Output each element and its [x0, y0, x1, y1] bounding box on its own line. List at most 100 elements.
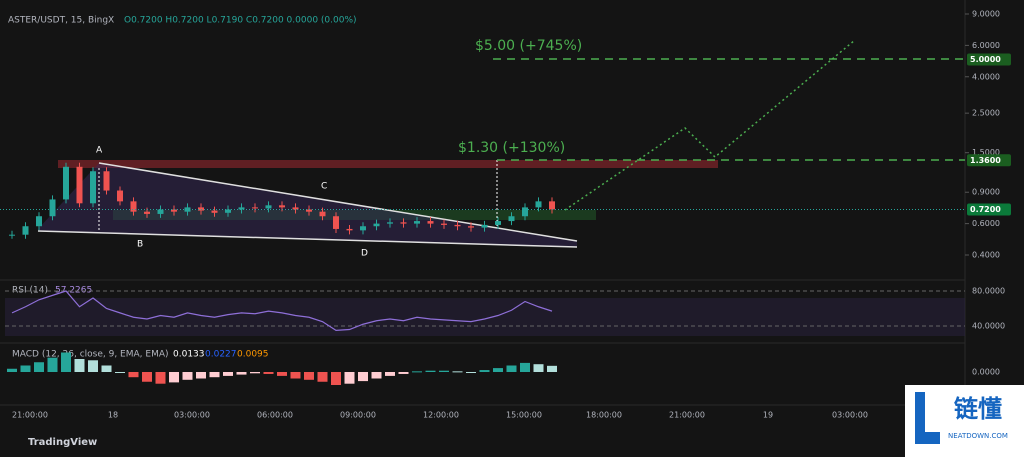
- candle: [171, 209, 177, 212]
- point-label: B: [137, 240, 143, 250]
- brand: TradingView: [28, 437, 97, 448]
- price-label: 0.4000: [972, 251, 1000, 260]
- projection-path: [564, 39, 856, 211]
- price-label: 2.5000: [972, 109, 1000, 118]
- target-label: $5.00 (+745%): [475, 38, 582, 54]
- resistance-zone: [58, 160, 718, 168]
- rsi-value: 57.2265: [55, 286, 92, 296]
- macd-bar: [547, 365, 557, 372]
- point-label: D: [361, 249, 368, 259]
- macd-bar: [182, 372, 193, 380]
- candle: [549, 201, 555, 210]
- candle: [184, 207, 191, 212]
- macd-bar: [398, 372, 409, 374]
- wedge-line: [98, 162, 578, 242]
- dynamic: 9.0000 6.0000 4.0000 2.5000 1.5000 0.9000 0.60…: [0, 10, 1011, 420]
- macd-bar: [452, 371, 463, 373]
- target-label: $1.30 (+130%): [458, 140, 565, 156]
- macd-bar: [331, 372, 341, 385]
- wedge-fill: [38, 163, 577, 247]
- watermark-title: 链懂: [954, 395, 1002, 423]
- price-marker-label: 1.3600: [970, 156, 1001, 165]
- time-label: 03:00:00: [174, 411, 210, 420]
- candle: [225, 209, 231, 213]
- candle: [319, 211, 326, 217]
- macd-bar: [155, 372, 166, 384]
- candle: [292, 207, 299, 210]
- time-label: 19: [763, 411, 773, 420]
- rsi-tick: 40.0000: [972, 322, 1005, 331]
- macd-bar: [277, 372, 287, 376]
- candle: [495, 221, 501, 225]
- macd-bar: [142, 372, 152, 382]
- price-label: 4.0000: [972, 72, 1000, 81]
- macd-bar: [520, 362, 530, 372]
- macd-bar: [425, 370, 436, 372]
- macd-bar: [47, 357, 58, 372]
- point-label: C: [321, 182, 327, 192]
- price-marker: [967, 154, 1011, 167]
- rsi-tick: 80.0000: [972, 287, 1005, 296]
- macd-bar: [290, 372, 301, 379]
- candle: [36, 216, 42, 227]
- candle: [535, 201, 542, 208]
- macd-bar: [7, 368, 17, 372]
- candle: [427, 221, 434, 224]
- ohlc: O0.7200 H0.7200 L0.7190 C0.7200 0.0000 (…: [124, 16, 357, 26]
- macd-bar: [317, 372, 328, 382]
- point-label: A: [96, 146, 103, 156]
- candle: [400, 222, 407, 224]
- candle: [90, 171, 96, 204]
- candle: [333, 216, 339, 229]
- macd-bar: [74, 359, 85, 372]
- candle: [265, 205, 272, 209]
- macd-bar: [209, 372, 220, 378]
- macd-bar: [493, 368, 503, 372]
- macd-value: 0.0095: [237, 350, 269, 360]
- candle: [76, 166, 83, 204]
- candle: [454, 224, 461, 227]
- support-zone: [113, 210, 596, 220]
- candle: [306, 209, 312, 212]
- macd-bar: [196, 372, 206, 379]
- candle: [198, 207, 204, 211]
- macd-bar: [61, 352, 71, 372]
- candle: [508, 216, 515, 222]
- watermark-site: NEATDOWN.COM: [948, 432, 1008, 440]
- candle: [144, 211, 150, 214]
- candle: [387, 222, 393, 224]
- time-label: 21:00:00: [669, 411, 705, 420]
- candle: [103, 171, 110, 191]
- wedge-line: [37, 230, 578, 248]
- macd-bar: [169, 372, 179, 383]
- macd-bar: [358, 372, 368, 382]
- macd-bar: [385, 372, 395, 376]
- candle: [522, 207, 528, 217]
- macd-bar: [533, 364, 544, 372]
- candle: [252, 207, 258, 209]
- macd-bar: [223, 372, 233, 376]
- macd-bar: [439, 370, 449, 372]
- time-label: 15:00:00: [506, 411, 542, 420]
- macd-bar: [263, 372, 274, 374]
- time-label: 12:00:00: [423, 411, 459, 420]
- price-marker-label: 0.7200: [970, 205, 1001, 214]
- candle: [49, 199, 56, 217]
- time-label: 18:00:00: [586, 411, 622, 420]
- time-label: 21:00:00: [12, 411, 48, 420]
- macd-label: MACD (12, 26, close, 9, EMA, EMA): [12, 350, 169, 360]
- macd-bar: [466, 372, 476, 373]
- candle: [63, 166, 69, 200]
- macd-bar: [128, 372, 139, 378]
- price-label: 0.9000: [972, 188, 1000, 197]
- candle: [211, 210, 218, 213]
- candle: [157, 209, 164, 214]
- candle: [9, 234, 15, 236]
- rsi-line: [11, 290, 553, 331]
- macd-tick: 0.0000: [972, 368, 1000, 377]
- price-label: 0.6000: [972, 219, 1000, 228]
- time-label: 03:00:00: [832, 411, 868, 420]
- candle: [346, 228, 353, 231]
- macd-bar: [344, 372, 355, 384]
